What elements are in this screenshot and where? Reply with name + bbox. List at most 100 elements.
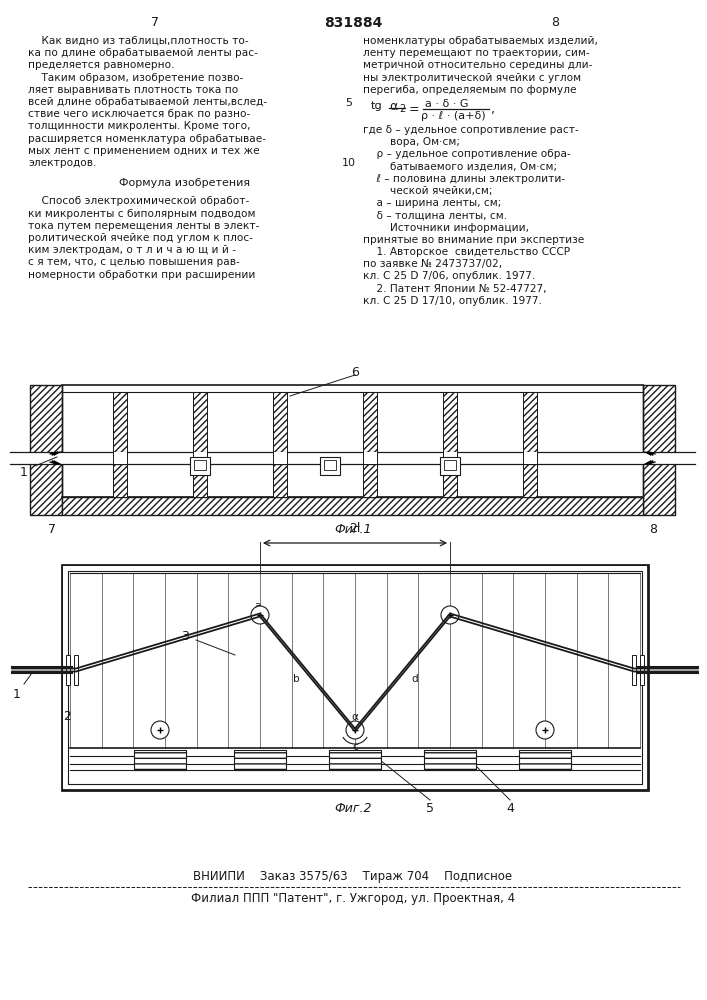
Bar [193,392,207,452]
Text: 6: 6 [351,366,359,379]
Text: 1: 1 [13,688,21,701]
Bar [363,392,377,452]
Bar [62,497,643,515]
Text: вора, Ом·см;: вора, Ом·см; [363,137,460,147]
Text: 5: 5 [346,98,353,108]
Bar [444,460,456,470]
Bar [643,385,675,515]
Bar [63,566,647,789]
Bar [443,392,457,452]
Text: Формула изобретения: Формула изобретения [119,178,250,188]
Text: α: α [351,712,358,722]
Bar [519,750,571,770]
Bar [363,464,377,497]
Bar [443,464,457,497]
Bar [234,750,286,770]
Text: Филиал ППП "Патент", г. Ужгород, ул. Проектная, 4: Филиал ППП "Патент", г. Ужгород, ул. Про… [191,892,515,905]
Text: tg: tg [371,101,382,111]
Bar [113,464,127,497]
Bar [523,392,537,452]
Bar [62,497,643,515]
Bar [363,392,377,452]
Text: метричной относительно середины дли-: метричной относительно середины дли- [363,60,592,70]
Text: =: = [409,103,420,116]
Text: Фиг.1: Фиг.1 [334,523,372,536]
Text: перегиба, определяемым по формуле: перегиба, определяемым по формуле [363,85,576,95]
Bar [234,750,286,770]
Circle shape [441,606,459,624]
Bar [519,750,571,770]
Text: 8: 8 [551,16,559,29]
Bar [113,392,127,452]
Text: батываемого изделия, Ом·см;: батываемого изделия, Ом·см; [363,162,557,172]
Bar [424,750,476,770]
Bar [193,464,207,497]
Text: c: c [352,742,358,752]
Text: 7: 7 [48,523,56,536]
Bar [523,464,537,497]
Bar [440,457,460,475]
Text: 10: 10 [342,158,356,168]
Bar [632,655,636,685]
Text: 2: 2 [399,104,405,114]
Text: d: d [411,674,419,684]
Bar [329,750,381,770]
Text: толщинности микроленты. Кроме того,: толщинности микроленты. Кроме того, [28,121,250,131]
Text: 4: 4 [506,802,514,815]
Text: ческой ячейки,см;: ческой ячейки,см; [363,186,493,196]
Circle shape [151,721,169,739]
Bar [523,392,537,452]
Bar [68,571,642,784]
Text: Фиг.2: Фиг.2 [334,802,372,815]
Text: ,: , [491,103,495,116]
Text: 1. Авторское  свидетельство СССР: 1. Авторское свидетельство СССР [363,247,570,257]
Text: ρ · ℓ · (a+δ): ρ · ℓ · (a+δ) [421,111,486,121]
Bar [324,460,336,470]
Text: Способ электрохимической обработ-: Способ электрохимической обработ- [28,196,250,206]
Bar [443,452,457,464]
Bar [320,457,340,475]
Text: ким электродам, о т л и ч а ю щ и й -: ким электродам, о т л и ч а ю щ и й - [28,245,236,255]
Bar [523,452,537,464]
Text: ки микроленты с биполярным подводом: ки микроленты с биполярным подводом [28,209,255,219]
Bar [62,565,648,790]
Bar [424,750,476,770]
Text: ны электролитической ячейки с углом: ны электролитической ячейки с углом [363,73,581,83]
Bar [643,385,675,515]
Text: δ – толщина ленты, см.: δ – толщина ленты, см. [363,210,507,220]
Circle shape [536,721,554,739]
Text: ролитической ячейке под углом к плос-: ролитической ячейке под углом к плос- [28,233,253,243]
Bar [273,464,287,497]
Bar [193,392,207,452]
Text: по заявке № 2473737/02,: по заявке № 2473737/02, [363,259,502,269]
Text: b: b [293,674,299,684]
Bar [523,464,537,497]
Text: 2: 2 [63,710,71,723]
Text: с я тем, что, с целью повышения рав-: с я тем, что, с целью повышения рав- [28,257,240,267]
Bar [194,460,206,470]
Text: кл. С 25 D 17/10, опублик. 1977.: кл. С 25 D 17/10, опублик. 1977. [363,296,542,306]
Text: a · δ · G: a · δ · G [425,99,469,109]
Bar [10,452,695,464]
Bar [329,750,381,770]
Text: номенклатуры обрабатываемых изделий,: номенклатуры обрабатываемых изделий, [363,36,598,46]
Bar [134,750,186,770]
Circle shape [251,606,269,624]
Text: ρ – удельное сопротивление обра-: ρ – удельное сопротивление обра- [363,149,571,159]
Bar [113,392,127,452]
Bar [273,392,287,452]
Text: 5: 5 [426,802,434,815]
Text: Как видно из таблицы,плотность то-: Как видно из таблицы,плотность то- [28,36,249,46]
Bar [193,464,207,497]
Bar [640,655,644,685]
Bar [30,385,62,515]
Text: ка по длине обрабатываемой ленты рас-: ка по длине обрабатываемой ленты рас- [28,48,258,58]
Text: ВНИИПИ    Заказ 3575/63    Тираж 704    Подписное: ВНИИПИ Заказ 3575/63 Тираж 704 Подписное [194,870,513,883]
Bar [363,464,377,497]
Text: 3: 3 [181,630,189,643]
Text: a: a [255,601,261,611]
Text: ℓ – половина длины электролити-: ℓ – половина длины электролити- [363,174,565,184]
Text: всей длине обрабатываемой ленты,вслед-: всей длине обрабатываемой ленты,вслед- [28,97,267,107]
Text: принятые во внимание при экспертизе: принятые во внимание при экспертизе [363,235,584,245]
Text: 2. Патент Японии № 52-47727,: 2. Патент Японии № 52-47727, [363,284,547,294]
